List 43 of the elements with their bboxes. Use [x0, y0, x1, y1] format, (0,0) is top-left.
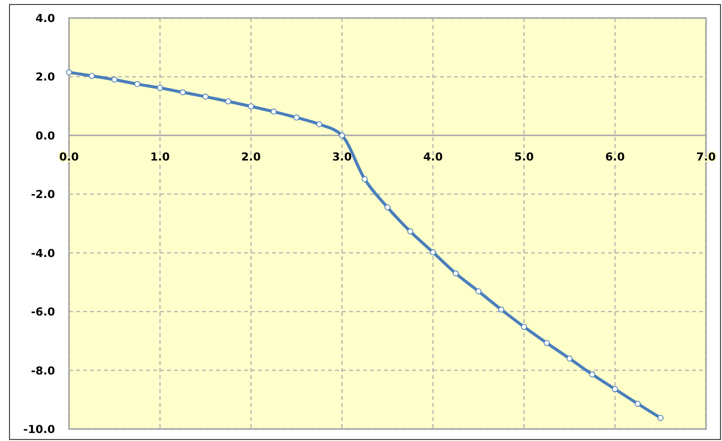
x-tick-label: 3.0	[332, 150, 352, 164]
x-tick-label: 5.0	[514, 150, 534, 164]
x-tick-label: 6.0	[605, 150, 626, 164]
point	[66, 69, 72, 76]
y-tick-label: -10.0	[23, 423, 56, 436]
x-tick-label: 0.0	[59, 150, 80, 164]
point	[248, 103, 254, 110]
x-tick-label: 1.0	[150, 150, 170, 164]
point	[134, 81, 140, 88]
point	[112, 76, 118, 83]
point	[612, 386, 618, 392]
y-tick-label: 0.0	[36, 129, 56, 142]
point	[294, 114, 300, 121]
point	[634, 400, 641, 407]
x-tick-label: 4.0	[423, 150, 444, 164]
point	[225, 98, 232, 104]
x-tick-label: 7.0	[696, 150, 716, 164]
point	[202, 94, 208, 100]
point	[180, 89, 186, 96]
point	[339, 132, 345, 138]
point	[544, 340, 550, 346]
point	[498, 306, 504, 313]
point	[658, 414, 664, 421]
point	[589, 371, 596, 378]
y-tick-label: 2.0	[36, 70, 56, 84]
point	[452, 270, 459, 276]
y-tick-label: 4.0	[36, 12, 56, 25]
y-tick-label: -6.0	[30, 306, 56, 319]
point	[88, 72, 95, 79]
point	[157, 84, 163, 91]
y-tick-label: -8.0	[30, 364, 56, 378]
point	[430, 249, 436, 256]
point	[362, 176, 368, 182]
point	[476, 288, 482, 294]
point	[521, 324, 527, 330]
point	[566, 356, 572, 362]
point	[316, 121, 322, 128]
point	[384, 204, 390, 210]
y-tick-label: -4.0	[30, 246, 56, 260]
point	[407, 228, 414, 234]
y-tick-label: -2.0	[30, 188, 56, 202]
point	[270, 108, 277, 115]
x-tick-label: 2.0	[241, 150, 262, 164]
